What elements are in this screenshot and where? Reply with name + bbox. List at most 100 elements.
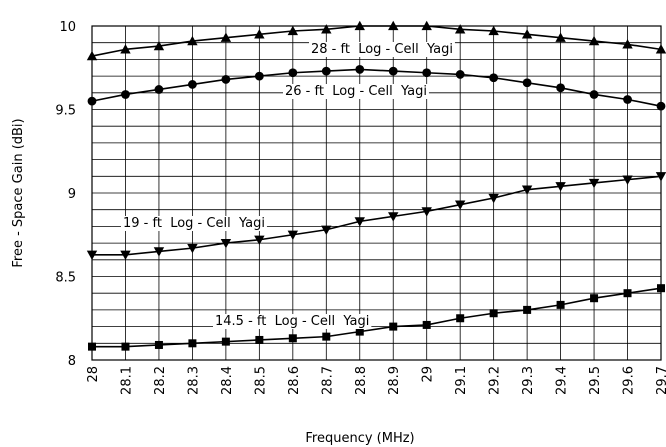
series-4: [88, 284, 665, 351]
data-point: [488, 193, 499, 204]
plot-frame: [91, 25, 662, 361]
series-label-background: [121, 216, 267, 231]
data-point: [589, 90, 599, 99]
data-point: [287, 25, 299, 36]
x-tick-label: 28.7: [320, 366, 335, 395]
data-point: [422, 320, 431, 329]
series-label-group: 14.5 - ft Log - Cell Yagi: [213, 314, 372, 329]
data-point: [188, 80, 197, 89]
series-labels: 28 - ft Log - Cell Yagi 26 - ft Log - Cel…: [121, 42, 455, 329]
data-point: [555, 182, 566, 192]
data-point: [120, 44, 131, 54]
data-point: [187, 35, 198, 46]
data-point: [622, 39, 633, 49]
data-point: [489, 73, 499, 83]
x-tick-label: 28.4: [220, 366, 235, 395]
y-axis-label: Free - Space Gain (dBi): [11, 118, 26, 267]
grid: [91, 25, 662, 361]
series-line: [91, 68, 662, 107]
x-tick-label: 28.1: [119, 366, 134, 395]
data-point: [254, 235, 265, 245]
data-point: [154, 340, 163, 349]
data-point: [455, 70, 465, 79]
data-point: [488, 25, 499, 36]
data-point: [188, 339, 197, 348]
data-point: [489, 309, 498, 318]
data-point: [623, 95, 632, 104]
series-3: [86, 172, 666, 260]
series-label-group: 28 - ft Log - Cell Yagi: [309, 42, 455, 57]
series-line: [92, 175, 662, 256]
data-point: [389, 322, 398, 331]
data-point: [421, 207, 432, 217]
data-point: [121, 90, 130, 99]
data-point: [521, 185, 533, 195]
data-point: [221, 75, 231, 84]
data-point: [388, 212, 399, 222]
data-point: [221, 337, 230, 346]
x-tick-label: 29.7: [655, 366, 666, 395]
x-tick-label: 28.3: [186, 366, 201, 395]
series-label: 19 - ft Log - Cell Yagi: [123, 216, 265, 231]
data-point: [255, 335, 264, 344]
series-line: [92, 287, 662, 348]
series-label: 26 - ft Log - Cell Yagi: [285, 84, 427, 99]
x-tick-label: 28.5: [253, 366, 268, 395]
data-point: [154, 85, 164, 94]
data-point: [622, 175, 633, 185]
data-point: [220, 238, 232, 249]
data-point: [288, 68, 298, 78]
data-point: [153, 247, 165, 257]
y-tick-label: 8.5: [55, 271, 76, 286]
data-point: [456, 314, 465, 323]
tick-labels: 8 8.5 9 9.5 10 28 28.1 28.2 28.3 28.4 28.5 28.6 28.7…: [55, 20, 666, 395]
data-point: [590, 294, 599, 303]
x-tick-label: 28.2: [153, 366, 168, 395]
data-point: [454, 200, 466, 210]
x-tick-label: 29.4: [555, 366, 570, 395]
y-tick-label: 9.5: [55, 104, 76, 119]
data-point: [322, 332, 331, 341]
data-point: [521, 29, 533, 39]
data-point: [121, 342, 130, 351]
x-tick-label: 28.6: [287, 366, 302, 395]
series-label-group: 19 - ft Log - Cell Yagi: [121, 216, 267, 231]
data-point: [588, 35, 600, 46]
x-tick-label: 29.3: [521, 366, 536, 395]
series-label-background: [283, 84, 429, 99]
series-label-group: 26 - ft Log - Cell Yagi: [283, 84, 429, 99]
data-point: [588, 178, 600, 189]
data-point: [523, 305, 532, 314]
series-layer: [86, 20, 666, 351]
data-point: [288, 334, 297, 343]
x-tick-label: 28.8: [354, 366, 369, 395]
data-point: [355, 327, 364, 336]
data-point: [187, 243, 198, 254]
x-tick-label: 29.5: [588, 366, 603, 395]
x-tick-label: 29.6: [622, 366, 637, 395]
data-point: [321, 24, 332, 34]
series-label-background: [213, 314, 372, 329]
data-point: [254, 71, 264, 81]
data-point: [153, 40, 165, 51]
data-point: [522, 78, 532, 88]
data-point: [220, 32, 232, 42]
data-point: [321, 66, 331, 76]
data-point: [454, 24, 466, 34]
x-axis-label: Frequency (MHz): [305, 431, 414, 446]
series-label: 28 - ft Log - Cell Yagi: [311, 42, 453, 57]
data-point: [254, 29, 265, 39]
y-tick-label: 8: [68, 354, 76, 369]
data-point: [355, 65, 365, 74]
data-point: [422, 68, 432, 78]
x-tick-label: 28: [86, 366, 101, 383]
x-tick-label: 28.9: [387, 366, 402, 395]
series-label: 14.5 - ft Log - Cell Yagi: [215, 314, 369, 329]
x-tick-label: 29: [421, 366, 436, 383]
series-label-background: [309, 42, 455, 57]
y-tick-label: 10: [59, 20, 76, 35]
x-tick-label: 29.1: [454, 366, 469, 395]
data-point: [388, 66, 398, 76]
data-point: [555, 32, 566, 42]
